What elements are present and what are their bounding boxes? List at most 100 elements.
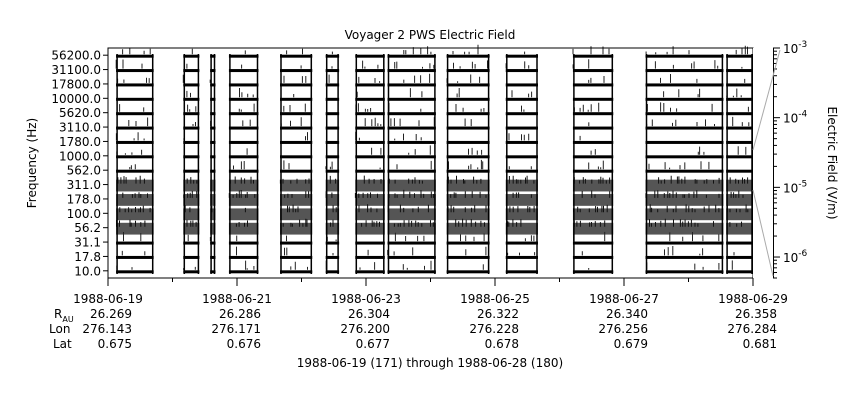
- channel-band: [572, 270, 614, 274]
- channel-band: [325, 97, 340, 101]
- y-tick-label: 178.0: [67, 192, 101, 206]
- channel-band: [505, 112, 538, 116]
- channel-texture: [235, 220, 248, 227]
- channel-texture: [332, 205, 337, 213]
- channel-band: [726, 222, 753, 235]
- channel-band: [183, 83, 200, 87]
- channel-band: [228, 54, 259, 58]
- ephem-r-value: 26.304: [348, 307, 390, 321]
- channel-band: [572, 126, 614, 130]
- channel-band: [280, 126, 313, 130]
- channel-band: [726, 140, 753, 144]
- data-interval: [354, 54, 385, 274]
- channel-band: [505, 255, 538, 259]
- channel-band: [116, 194, 154, 206]
- burst-lines: [446, 54, 490, 274]
- channel-band: [228, 270, 259, 274]
- channel-band: [387, 179, 436, 192]
- channel-band: [446, 69, 490, 73]
- channel-texture: [393, 220, 434, 227]
- channel-band: [505, 155, 538, 159]
- channel-band: [572, 140, 614, 144]
- channel-band: [325, 169, 340, 173]
- burst-lines: [183, 54, 200, 274]
- colorbar-tick-label: 10-4: [783, 110, 808, 126]
- channel-texture: [456, 88, 460, 98]
- channel-band: [183, 69, 200, 73]
- ephem-r-value: 26.269: [90, 307, 132, 321]
- ephem-lon-value: 276.143: [82, 322, 132, 336]
- colorbar-connector: [752, 189, 774, 277]
- channel-band: [355, 222, 385, 235]
- channel-band: [325, 255, 340, 259]
- channel-band: [325, 179, 340, 192]
- frequency-axis: 56200.031100.017800.010000.05620.03110.0…: [51, 49, 108, 278]
- channel-band: [183, 169, 200, 173]
- data-interval: [726, 45, 753, 274]
- channel-texture: [192, 122, 196, 127]
- channel-band: [210, 270, 216, 274]
- channel-band: [183, 194, 200, 206]
- channel-band: [116, 83, 154, 87]
- ephem-lat-value: 0.681: [743, 337, 777, 351]
- channel-texture: [447, 175, 482, 184]
- channel-band: [116, 270, 154, 274]
- ephem-lon-value: 276.171: [211, 322, 261, 336]
- channel-band: [210, 241, 216, 245]
- channel-band: [325, 270, 340, 274]
- channel-texture: [729, 221, 742, 227]
- channel-texture: [233, 161, 245, 170]
- channel-band: [210, 83, 216, 87]
- channel-texture: [284, 191, 310, 198]
- y-tick-label: 311.0: [67, 178, 101, 192]
- channel-band: [387, 194, 436, 206]
- channel-band: [387, 169, 436, 173]
- channel-texture: [664, 246, 704, 256]
- channel-band: [505, 270, 538, 274]
- channel-band: [228, 155, 259, 159]
- channel-band: [355, 270, 385, 274]
- channel-band: [280, 83, 313, 87]
- ephem-r-label: RAU: [54, 307, 74, 324]
- channel-band: [505, 222, 538, 235]
- channel-band: [355, 83, 385, 87]
- channel-band: [572, 69, 614, 73]
- channel-band: [387, 155, 436, 159]
- channel-band: [280, 97, 313, 101]
- channel-texture: [330, 219, 334, 227]
- ephem-lat-value: 0.676: [227, 337, 261, 351]
- channel-texture: [238, 103, 255, 112]
- channel-band: [726, 126, 753, 130]
- channel-band: [228, 179, 259, 192]
- ephem-lat-label: Lat: [53, 337, 72, 351]
- channel-band: [280, 194, 313, 206]
- channel-band: [726, 97, 753, 101]
- channel-texture: [524, 235, 535, 242]
- channel-band: [726, 270, 753, 274]
- channel-band: [325, 140, 340, 144]
- channel-band: [645, 126, 724, 130]
- channel-texture: [371, 147, 382, 155]
- channel-band: [325, 83, 340, 87]
- channel-texture: [187, 104, 197, 112]
- channel-band: [645, 155, 724, 159]
- channel-band: [210, 179, 216, 192]
- channel-band: [183, 140, 200, 144]
- ephem-lat-value: 0.678: [485, 337, 519, 351]
- channel-band: [645, 140, 724, 144]
- channel-band: [645, 194, 724, 206]
- data-interval: [182, 48, 200, 274]
- data-interval: [645, 46, 724, 274]
- channel-texture: [117, 175, 145, 184]
- channel-band: [210, 54, 216, 58]
- ephem-r-value: 26.322: [477, 307, 519, 321]
- y-tick-label: 17800.0: [51, 77, 101, 91]
- channel-texture: [464, 118, 472, 127]
- channel-band: [387, 222, 436, 235]
- channel-texture: [460, 233, 485, 242]
- channel-band: [572, 194, 614, 206]
- channel-band: [572, 97, 614, 101]
- y-tick-label: 100.0: [67, 207, 101, 221]
- channel-texture: [128, 117, 149, 127]
